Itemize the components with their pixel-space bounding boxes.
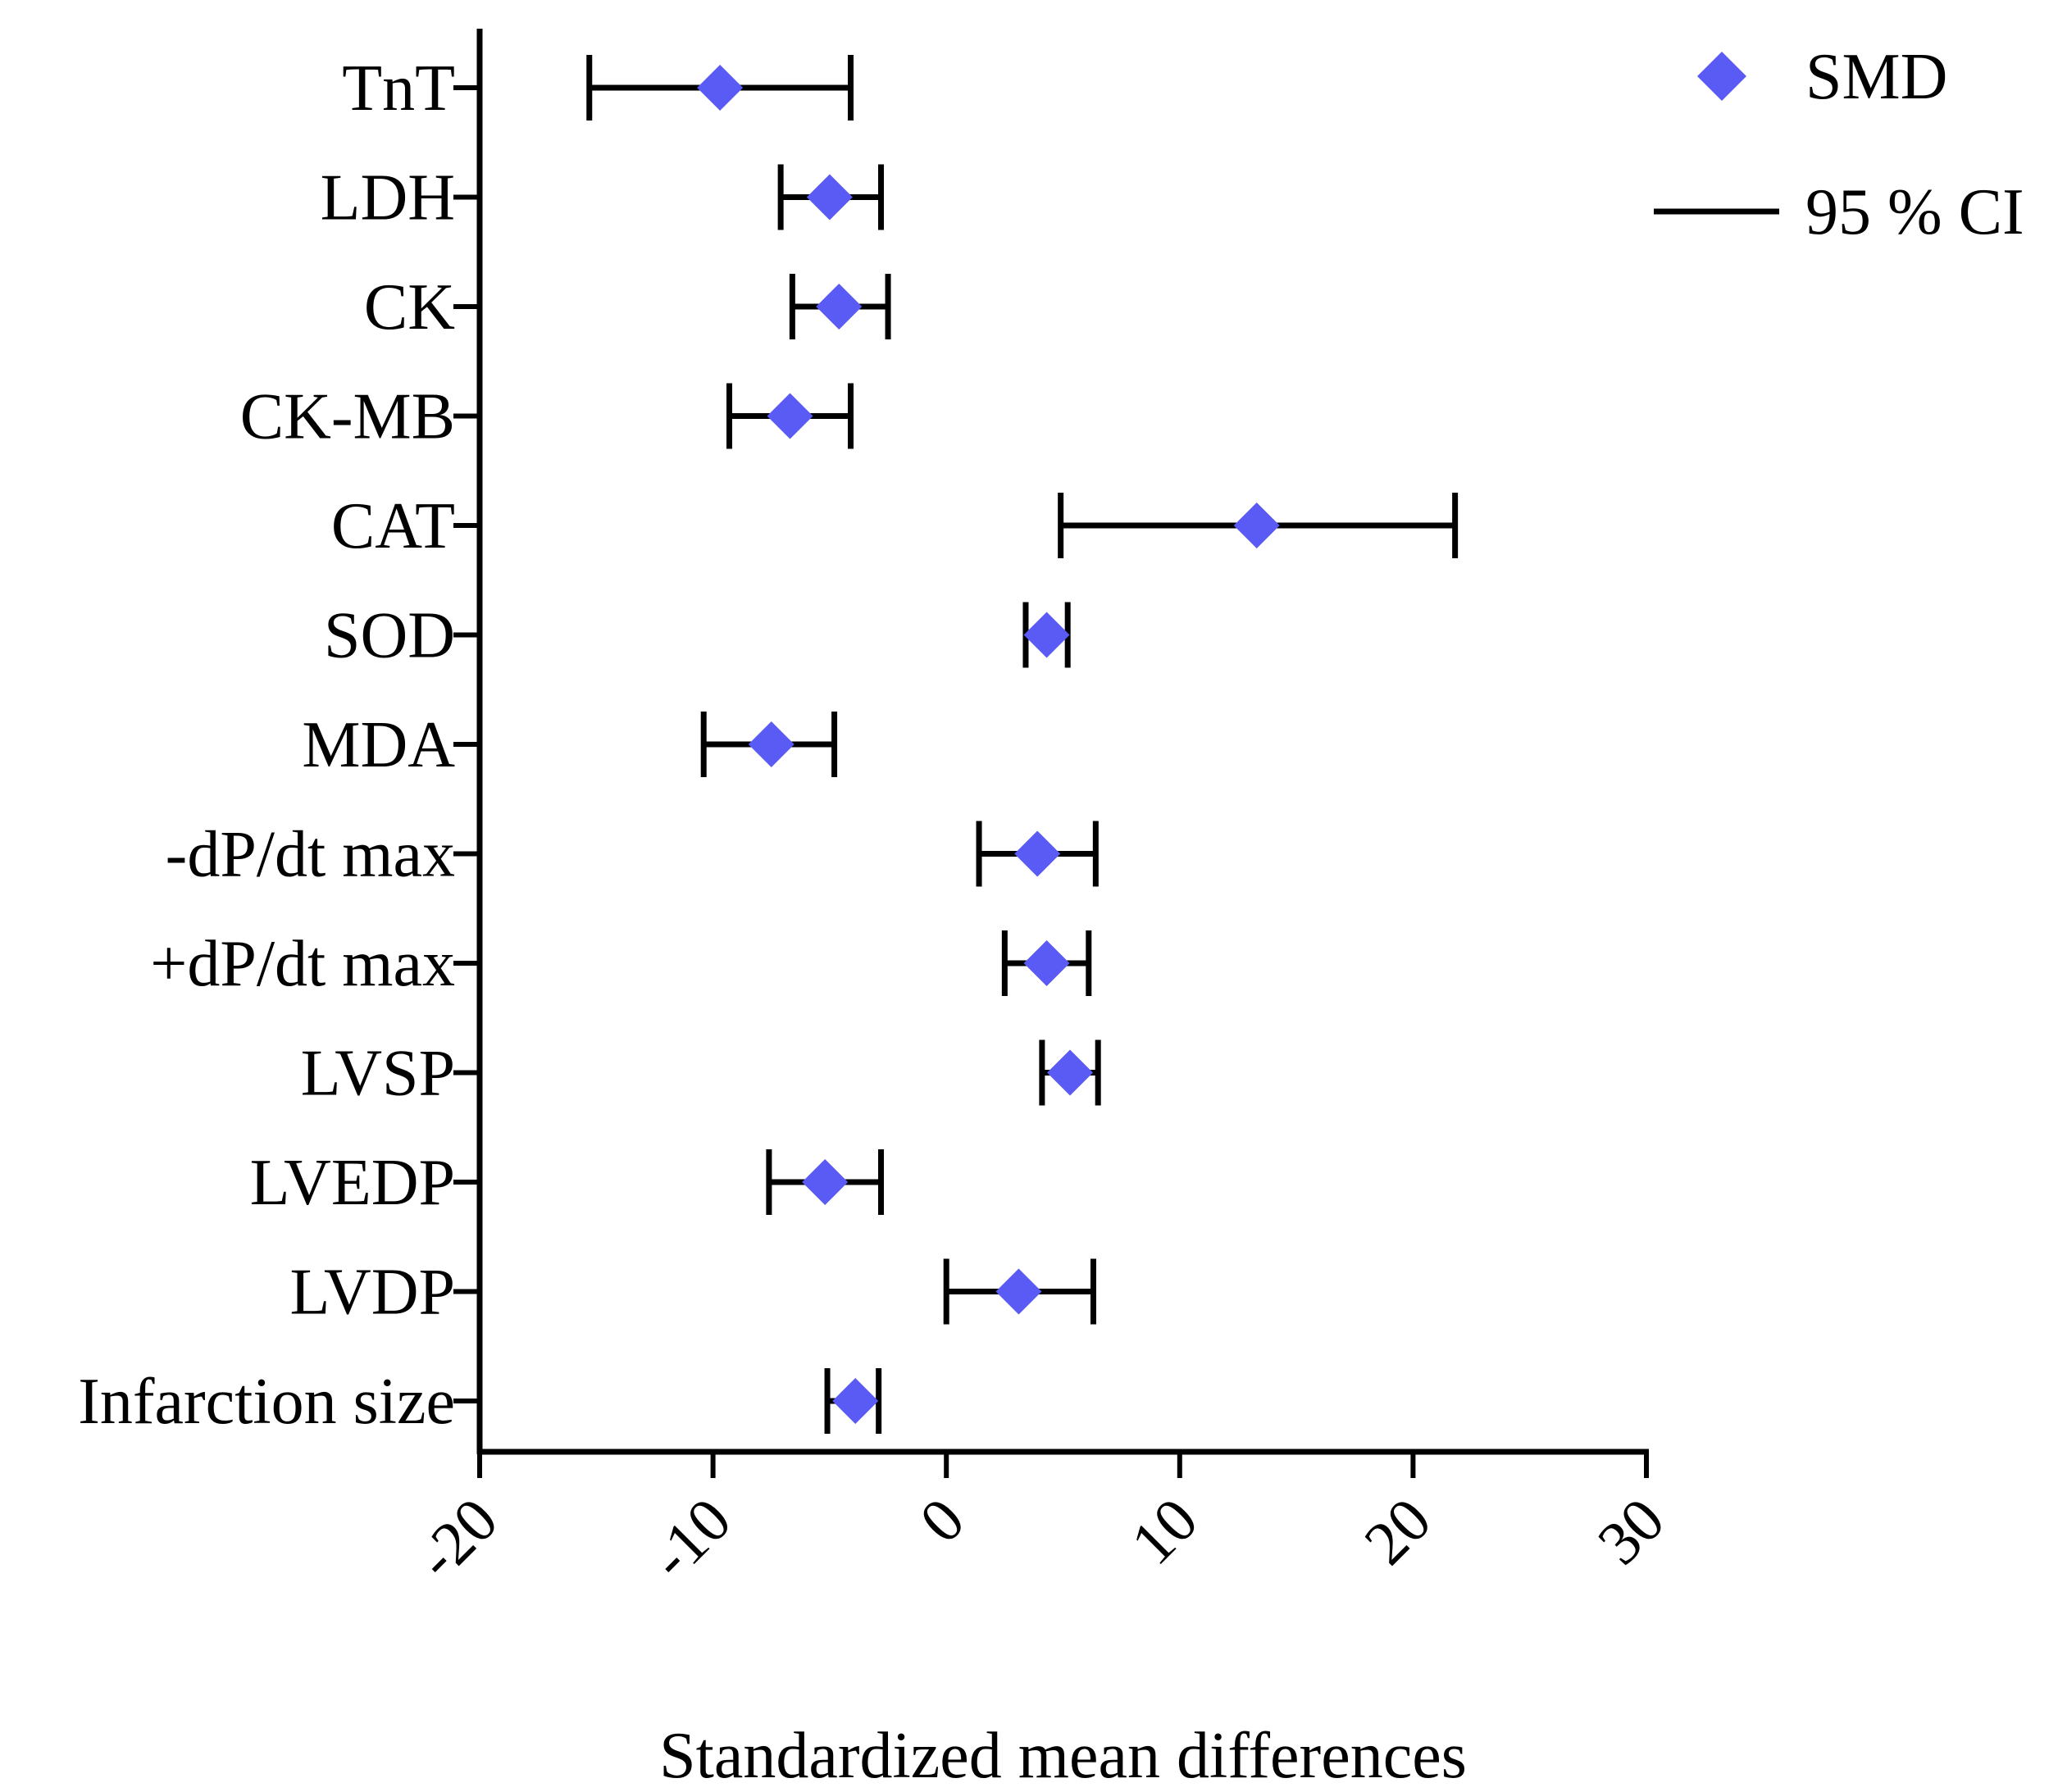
forest-row: CK-MB <box>240 381 854 453</box>
x-tick-label: 0 <box>907 1485 977 1556</box>
forest-row: Infarction size <box>78 1366 882 1438</box>
row-label: LVDP <box>289 1257 455 1329</box>
row-label: SOD <box>324 600 455 672</box>
row-label: -dP/dt max <box>166 819 455 891</box>
smd-diamond <box>995 1268 1042 1315</box>
row-label: LVSP <box>301 1038 455 1110</box>
x-tick-label: 10 <box>1118 1485 1211 1578</box>
legend: SMD 95 % CI <box>1654 41 2024 248</box>
row-label: CK <box>364 271 455 343</box>
legend-smd-diamond-icon <box>1697 52 1746 101</box>
row-label: LDH <box>321 162 455 234</box>
forest-row: CAT <box>331 490 1459 562</box>
legend-ci-label: 95 % CI <box>1805 176 2024 248</box>
x-tick-label: 30 <box>1585 1485 1678 1578</box>
smd-diamond <box>1023 612 1070 658</box>
forest-row: MDA <box>302 709 838 781</box>
forest-row: -dP/dt max <box>166 819 1099 891</box>
x-tick-label: -10 <box>637 1485 744 1593</box>
row-label: +dP/dt max <box>150 928 455 1000</box>
x-axis-title: Standardized mean differences <box>659 1720 1467 1792</box>
x-tick-label: -20 <box>403 1485 511 1593</box>
x-tick-label: 20 <box>1351 1485 1444 1578</box>
row-label: LVEDP <box>250 1147 455 1219</box>
x-axis-ticks: -20 -10 0 10 20 30 <box>403 1452 1678 1593</box>
smd-diamond <box>1233 503 1280 548</box>
forest-row: LDH <box>321 162 885 234</box>
smd-diamond <box>802 1159 849 1205</box>
smd-diamond <box>748 721 795 767</box>
forest-rows: TnT LDH CK CK-MB CAT SOD MDA -dP/dt max +dP/dt m… <box>78 52 1459 1438</box>
smd-diamond <box>832 1378 879 1424</box>
legend-smd-label: SMD <box>1805 41 1947 113</box>
row-label: MDA <box>302 709 455 781</box>
forest-row: TnT <box>342 52 854 125</box>
smd-diamond <box>697 65 744 111</box>
smd-diamond <box>1023 940 1070 986</box>
forest-row: SOD <box>324 600 1071 672</box>
smd-diamond <box>806 174 853 221</box>
forest-row: LVSP <box>301 1038 1101 1110</box>
forest-row: LVDP <box>289 1257 1096 1329</box>
row-label: TnT <box>342 52 455 125</box>
forest-row: CK <box>364 271 891 343</box>
forest-row: LVEDP <box>250 1147 885 1219</box>
axes <box>476 29 1649 1455</box>
row-label: CK-MB <box>240 381 455 453</box>
row-label: CAT <box>331 490 455 562</box>
smd-diamond <box>767 393 813 439</box>
smd-diamond <box>816 284 863 330</box>
forest-row: +dP/dt max <box>150 928 1092 1000</box>
smd-diamond <box>1014 830 1061 877</box>
smd-diamond <box>1047 1049 1094 1096</box>
row-label: Infarction size <box>78 1366 455 1438</box>
